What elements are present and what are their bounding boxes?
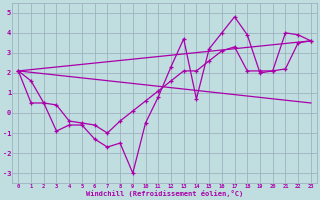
X-axis label: Windchill (Refroidissement éolien,°C): Windchill (Refroidissement éolien,°C) [86, 190, 243, 197]
